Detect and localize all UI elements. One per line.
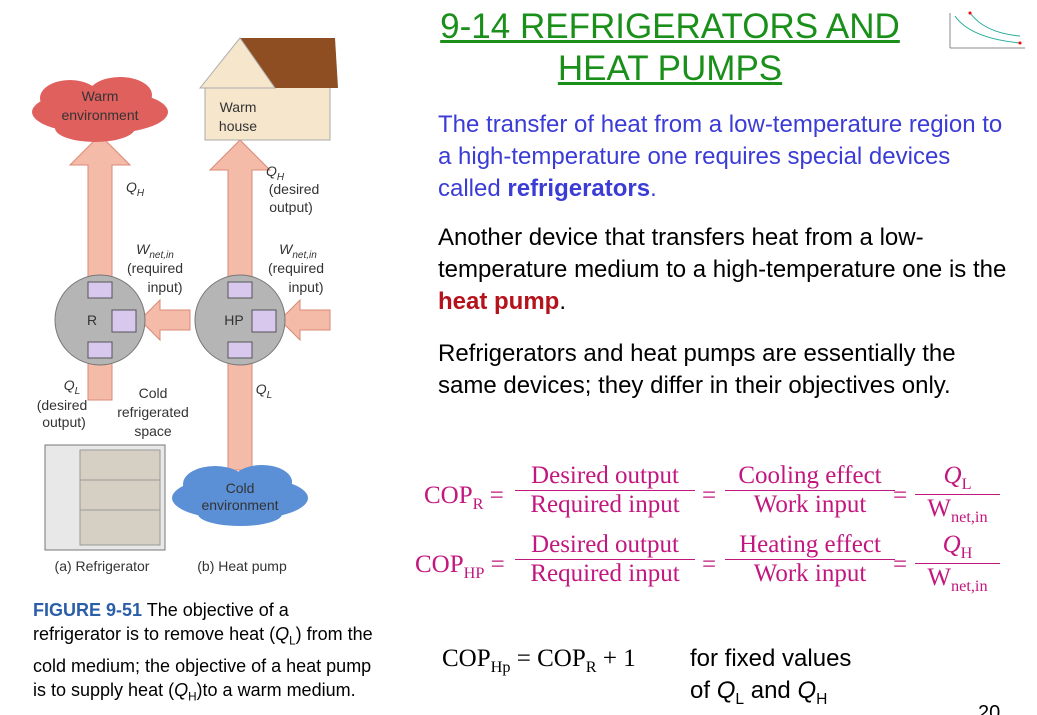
label: input): [288, 279, 323, 295]
denominator: Work input: [753, 560, 867, 587]
label: Warm: [82, 88, 119, 104]
label: Warm: [220, 99, 257, 115]
label: Wnet,in: [279, 241, 317, 261]
figure: Warm environment Warm house QH QH (desir…: [32, 37, 338, 574]
thumbnail: [949, 11, 1025, 49]
subscript: L: [961, 475, 972, 493]
paragraph: Refrigerators and heat pumps are essenti…: [438, 340, 956, 399]
label: QH: [126, 179, 145, 199]
numerator: Desired output: [515, 531, 695, 560]
fraction: Heating effect Work input: [725, 531, 895, 588]
numerator: Desired output: [515, 462, 695, 491]
title: HEAT PUMPS: [557, 49, 783, 88]
title: 9-14 REFRIGERATORS AND: [440, 7, 900, 46]
numerator: QL: [915, 462, 1000, 495]
label: QL: [64, 377, 80, 397]
label: (desired: [37, 397, 88, 413]
fraction: Desired output Required input: [515, 531, 695, 588]
label: Cold: [226, 480, 255, 496]
symbol: COP: [424, 482, 473, 509]
figure-caption: FIGURE 9-51 The objective of a refrigera…: [33, 600, 373, 704]
paragraph: The transfer of heat from a low-temperat…: [438, 111, 1003, 202]
label: Cold: [139, 385, 168, 401]
label: (required: [268, 260, 324, 276]
eq-lhs: COPR =: [424, 482, 504, 513]
caption-b: (b) Heat pump: [197, 558, 287, 574]
label: QL: [256, 381, 272, 401]
equals: =: [702, 482, 717, 509]
label: (desired: [269, 181, 320, 197]
label: QH: [266, 163, 285, 183]
numerator: Cooling effect: [725, 462, 895, 491]
subscript: net,in: [951, 508, 988, 526]
symbol: Q: [942, 531, 961, 558]
label: house: [219, 118, 257, 134]
subscript: HP: [463, 564, 485, 582]
label: environment: [201, 497, 278, 513]
equals: =: [702, 551, 717, 578]
symbol: Q: [943, 462, 962, 489]
denominator: Required input: [530, 491, 680, 518]
numerator: QH: [915, 531, 1000, 564]
label: space: [134, 423, 172, 439]
denominator: Wnet,in: [915, 495, 1000, 527]
label: environment: [61, 107, 138, 123]
label: HP: [224, 312, 243, 328]
numerator: Heating effect: [725, 531, 895, 560]
equals: =: [893, 482, 908, 509]
label: (required: [127, 260, 183, 276]
denominator: Work input: [753, 491, 867, 518]
relation: COPHp = COPR + 1: [442, 645, 636, 676]
caption-a: (a) Refrigerator: [55, 558, 150, 574]
label: output): [42, 414, 86, 430]
symbol: COP: [415, 551, 464, 578]
fraction: QL Wnet,in: [915, 462, 1000, 527]
label: Wnet,in: [136, 241, 174, 261]
fraction: Cooling effect Work input: [725, 462, 895, 519]
fraction: QH Wnet,in: [915, 531, 1000, 596]
denominator: Wnet,in: [915, 564, 1000, 596]
page-number: 20: [978, 702, 1001, 715]
equals: =: [893, 551, 908, 578]
subscript: H: [960, 544, 973, 562]
symbol: W: [927, 495, 952, 522]
relation-note: for fixed values of QL and QH: [690, 645, 852, 708]
fraction: Desired output Required input: [515, 462, 695, 519]
label: output): [269, 199, 313, 215]
subscript: R: [472, 495, 484, 513]
symbol: W: [927, 564, 952, 591]
subscript: net,in: [951, 577, 988, 595]
paragraph: Another device that transfers heat from …: [438, 224, 1007, 315]
label: refrigerated: [117, 404, 189, 420]
eq-lhs: COPHP =: [415, 551, 505, 582]
label: input): [147, 279, 182, 295]
denominator: Required input: [530, 560, 680, 587]
label: R: [87, 312, 97, 328]
